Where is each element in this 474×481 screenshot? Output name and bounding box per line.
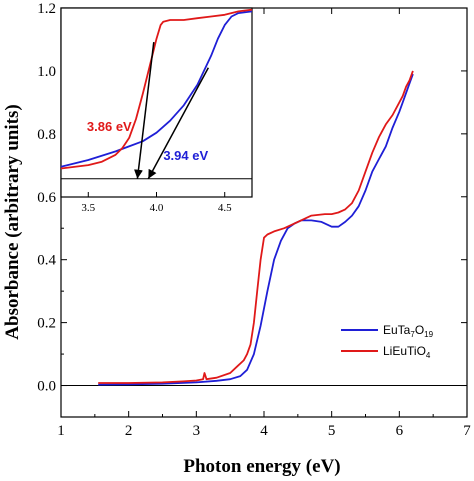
y-tick-label: 0.2: [37, 316, 56, 332]
y-axis-title: Absorbance (arbitrary units): [2, 104, 23, 339]
x-tick-label: 3: [193, 423, 201, 439]
bandgap-annotation: 3.94 eV: [163, 148, 208, 163]
x-tick-label: 7: [463, 423, 471, 439]
inset-x-tick-label: 4.5: [218, 202, 232, 214]
x-axis-title: Photon energy (eV): [183, 456, 340, 477]
legend: EuTa7O19 LiEuTiO4: [341, 323, 434, 360]
y-tick-label: 0.8: [37, 127, 56, 143]
x-tick-label: 4: [260, 423, 268, 439]
series-line: [98, 73, 414, 386]
y-tick-label: 1.0: [37, 64, 56, 80]
y-tick-label: 1.2: [37, 1, 56, 17]
bandgap-annotation: 3.86 eV: [87, 119, 132, 134]
inset-plot: 3.5 4.0 4.5 3.86 eV 3.94 eV: [60, 7, 253, 214]
legend-label: EuTa7O19: [383, 323, 434, 339]
y-tick-label: 0.6: [37, 190, 56, 206]
y-tick-label: 0.4: [37, 253, 56, 269]
tangent-arrow: [147, 67, 210, 180]
legend-label: LiEuTiO4: [383, 344, 431, 360]
x-tick-label: 2: [125, 423, 133, 439]
x-tick-label: 6: [396, 423, 404, 439]
inset-red-curve: [60, 8, 253, 170]
x-tick-label: 1: [57, 423, 65, 439]
series-line: [98, 70, 414, 384]
x-tick-label: 5: [328, 423, 336, 439]
inset-x-tick-label: 3.5: [81, 202, 95, 214]
main-plot: 1 2 3 4 5 6 7 0.0 0.2 0.4 0.6 0.8 1.0 1.2: [37, 1, 471, 439]
y-tick-label: 0.0: [37, 379, 56, 395]
inset-x-tick-label: 4.0: [150, 202, 164, 214]
tangent-arrow: [134, 42, 155, 179]
